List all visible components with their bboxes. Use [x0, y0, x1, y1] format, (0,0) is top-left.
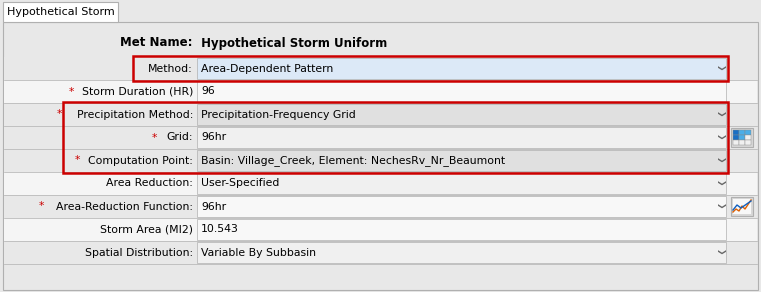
Bar [733, 199, 751, 214]
Bar [733, 135, 739, 140]
Bar [197, 150, 726, 171]
Bar [197, 242, 726, 263]
Text: Hypothetical Storm: Hypothetical Storm [7, 7, 114, 17]
Text: ❯: ❯ [715, 65, 724, 72]
Bar [745, 130, 751, 135]
Bar [197, 219, 726, 240]
Bar [197, 104, 726, 125]
Text: 96hr: 96hr [201, 201, 226, 211]
Bar [197, 127, 726, 148]
Bar [4, 57, 757, 80]
Bar [739, 130, 745, 135]
Bar [63, 102, 728, 173]
Bar [133, 56, 728, 81]
Bar [733, 140, 739, 145]
Bar [739, 140, 745, 145]
Text: Precipitation Method:: Precipitation Method: [77, 110, 193, 119]
Text: Method:: Method: [148, 63, 193, 74]
Bar [197, 81, 726, 102]
Text: ❯: ❯ [715, 157, 724, 164]
Bar [4, 149, 757, 172]
Text: ❯: ❯ [715, 134, 724, 141]
Text: Variable By Subbasin: Variable By Subbasin [201, 248, 316, 258]
Text: 10.543: 10.543 [201, 225, 239, 234]
Text: *: * [56, 110, 62, 119]
Text: ❯: ❯ [715, 180, 724, 187]
Bar [197, 196, 726, 217]
Bar [745, 135, 751, 140]
Bar [739, 135, 745, 140]
Bar [3, 2, 118, 22]
Bar [4, 126, 757, 149]
Bar [4, 172, 757, 195]
Text: *: * [68, 86, 74, 96]
Text: ❯: ❯ [715, 111, 724, 118]
Text: Hypothetical Storm Uniform: Hypothetical Storm Uniform [197, 36, 387, 50]
Text: *: * [152, 133, 158, 142]
Text: Met Name:: Met Name: [120, 36, 193, 50]
Text: 96hr: 96hr [201, 133, 226, 142]
Text: ❯: ❯ [715, 249, 724, 256]
Bar [4, 103, 757, 126]
Bar [197, 173, 726, 194]
Text: Basin: Village_Creek, Element: NechesRv_Nr_Beaumont: Basin: Village_Creek, Element: NechesRv_… [201, 155, 505, 166]
Text: *: * [75, 156, 80, 166]
Bar [4, 218, 757, 241]
Text: User-Specified: User-Specified [201, 178, 279, 189]
Text: ❯: ❯ [715, 203, 724, 210]
Text: Spatial Distribution:: Spatial Distribution: [85, 248, 193, 258]
Bar [4, 195, 757, 218]
Bar [733, 130, 739, 135]
Text: Area-Reduction Function:: Area-Reduction Function: [56, 201, 193, 211]
Bar [4, 241, 757, 264]
Text: 96: 96 [201, 86, 215, 96]
Bar [197, 58, 726, 79]
Text: *: * [39, 201, 44, 211]
Bar [745, 140, 751, 145]
Text: Grid:: Grid: [167, 133, 193, 142]
Text: Storm Duration (HR): Storm Duration (HR) [81, 86, 193, 96]
Text: Computation Point:: Computation Point: [88, 156, 193, 166]
Text: Area-Dependent Pattern: Area-Dependent Pattern [201, 63, 333, 74]
Text: Precipitation-Frequency Grid: Precipitation-Frequency Grid [201, 110, 355, 119]
Bar [731, 128, 753, 147]
Bar [4, 80, 757, 103]
Text: Area Reduction:: Area Reduction: [106, 178, 193, 189]
Bar [731, 197, 753, 216]
Text: Storm Area (MI2): Storm Area (MI2) [100, 225, 193, 234]
